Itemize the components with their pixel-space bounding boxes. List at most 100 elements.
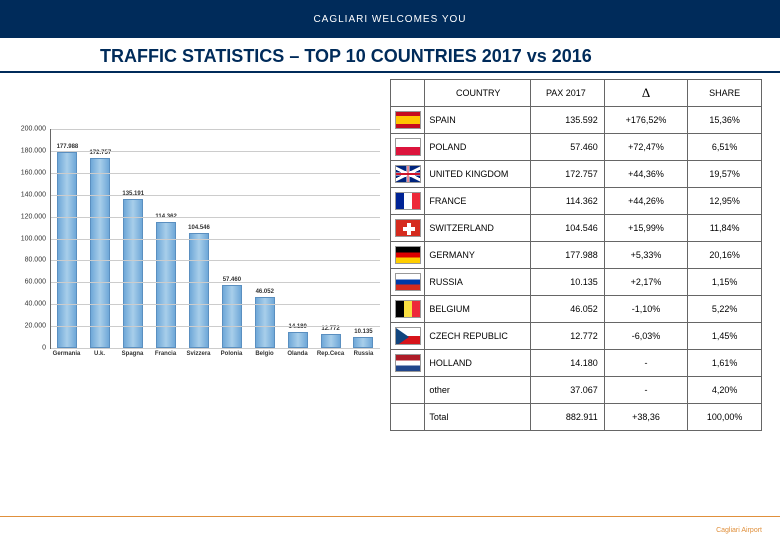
country-cell: Total	[425, 404, 531, 431]
bar-wrap: 14.180	[283, 324, 313, 348]
table-row: CZECH REPUBLIC12.772-6,03%1,45%	[391, 323, 762, 350]
grid-line	[51, 129, 380, 130]
flag-cell	[391, 134, 425, 161]
bar	[156, 222, 176, 348]
table-row: RUSSIA10.135+2,17%1,15%	[391, 269, 762, 296]
x-axis-labels: GermaniaU.k.SpagnaFranciaSvizzeraPolonia…	[50, 351, 380, 357]
flag-cell	[391, 242, 425, 269]
bar	[57, 152, 77, 348]
country-cell: RUSSIA	[425, 269, 531, 296]
pax-cell: 177.988	[531, 242, 605, 269]
bar-value-label: 46.052	[256, 289, 274, 295]
flag-icon	[395, 354, 421, 372]
share-cell: 19,57%	[688, 161, 762, 188]
bar-wrap: 172.757	[85, 150, 115, 348]
grid-line	[51, 304, 380, 305]
bar-wrap: 104.546	[184, 225, 214, 348]
pax-cell: 882.911	[531, 404, 605, 431]
flag-cell	[391, 215, 425, 242]
share-cell: 1,15%	[688, 269, 762, 296]
bar-wrap: 10.135	[348, 329, 378, 348]
pax-cell: 46.052	[531, 296, 605, 323]
bar	[321, 334, 341, 348]
country-header: COUNTRY	[425, 80, 531, 107]
flag-cell	[391, 377, 425, 404]
delta-cell: -	[604, 350, 688, 377]
delta-cell: +72,47%	[604, 134, 688, 161]
y-axis-label: 20.000	[25, 323, 46, 330]
pax-cell: 37.067	[531, 377, 605, 404]
grid-line	[51, 151, 380, 152]
flag-cell	[391, 296, 425, 323]
share-header: SHARE	[688, 80, 762, 107]
flag-icon	[395, 408, 421, 426]
share-cell: 1,45%	[688, 323, 762, 350]
country-cell: other	[425, 377, 531, 404]
flag-icon	[395, 219, 421, 237]
flag-icon	[395, 381, 421, 399]
y-axis-label: 60.000	[25, 279, 46, 286]
flag-icon	[395, 111, 421, 129]
x-axis-label: Rep.Ceca	[316, 351, 346, 357]
top-banner: CAGLIARI WELCOMES YOU	[0, 0, 780, 38]
share-cell: 1,61%	[688, 350, 762, 377]
flag-cell	[391, 323, 425, 350]
country-cell: GERMANY	[425, 242, 531, 269]
x-axis-label: U.k.	[85, 351, 115, 357]
table-row: other37.067-4,20%	[391, 377, 762, 404]
bar-wrap: 46.052	[250, 289, 280, 348]
share-cell: 11,84%	[688, 215, 762, 242]
bar	[189, 233, 209, 348]
flag-icon	[395, 273, 421, 291]
grid-line	[51, 217, 380, 218]
bar-value-label: 10.135	[354, 329, 372, 335]
table-row: Total882.911+38,36100,00%	[391, 404, 762, 431]
table-row: POLAND57.460+72,47%6,51%	[391, 134, 762, 161]
y-axis-label: 100.000	[21, 235, 46, 242]
chart-area: 177.988172.757135.191114.362104.54657.46…	[0, 79, 390, 431]
table-row: BELGIUM46.052-1,10%5,22%	[391, 296, 762, 323]
flag-cell	[391, 350, 425, 377]
flag-cell	[391, 107, 425, 134]
flag-icon	[395, 192, 421, 210]
pax-cell: 104.546	[531, 215, 605, 242]
y-axis-label: 120.000	[21, 213, 46, 220]
bar	[353, 337, 373, 348]
bar-value-label: 177.988	[57, 144, 79, 150]
y-axis-label: 160.000	[21, 169, 46, 176]
table-body: SPAIN135.592+176,52%15,36%POLAND57.460+7…	[391, 107, 762, 431]
flag-icon	[395, 300, 421, 318]
pax-cell: 114.362	[531, 188, 605, 215]
page-title: TRAFFIC STATISTICS – TOP 10 COUNTRIES 20…	[0, 38, 780, 73]
y-axis-label: 180.000	[21, 147, 46, 154]
content-row: 177.988172.757135.191114.362104.54657.46…	[0, 73, 780, 431]
pax-cell: 12.772	[531, 323, 605, 350]
table-row: SPAIN135.592+176,52%15,36%	[391, 107, 762, 134]
bar-wrap: 135.191	[118, 191, 148, 348]
share-cell: 4,20%	[688, 377, 762, 404]
bar	[288, 332, 308, 348]
table-area: COUNTRY PAX 2017 Δ SHARE SPAIN135.592+17…	[390, 79, 770, 431]
x-axis-label: Belgio	[250, 351, 280, 357]
stats-table: COUNTRY PAX 2017 Δ SHARE SPAIN135.592+17…	[390, 79, 762, 431]
bar-wrap: 57.460	[217, 277, 247, 348]
footer: Cagliari Airport	[0, 516, 780, 536]
grid-line	[51, 239, 380, 240]
footer-logo: Cagliari Airport	[716, 527, 762, 534]
grid-line	[51, 195, 380, 196]
bar	[90, 158, 110, 348]
pax-cell: 172.757	[531, 161, 605, 188]
delta-cell: -1,10%	[604, 296, 688, 323]
flag-cell	[391, 161, 425, 188]
grid-line	[51, 326, 380, 327]
pax-cell: 57.460	[531, 134, 605, 161]
delta-cell: +44,36%	[604, 161, 688, 188]
bar-value-label: 104.546	[188, 225, 210, 231]
x-axis-label: Spagna	[118, 351, 148, 357]
table-row: HOLLAND14.180-1,61%	[391, 350, 762, 377]
flag-icon	[395, 165, 421, 183]
bar	[222, 285, 242, 348]
pax-cell: 14.180	[531, 350, 605, 377]
x-axis-label: Germania	[52, 351, 82, 357]
share-cell: 20,16%	[688, 242, 762, 269]
